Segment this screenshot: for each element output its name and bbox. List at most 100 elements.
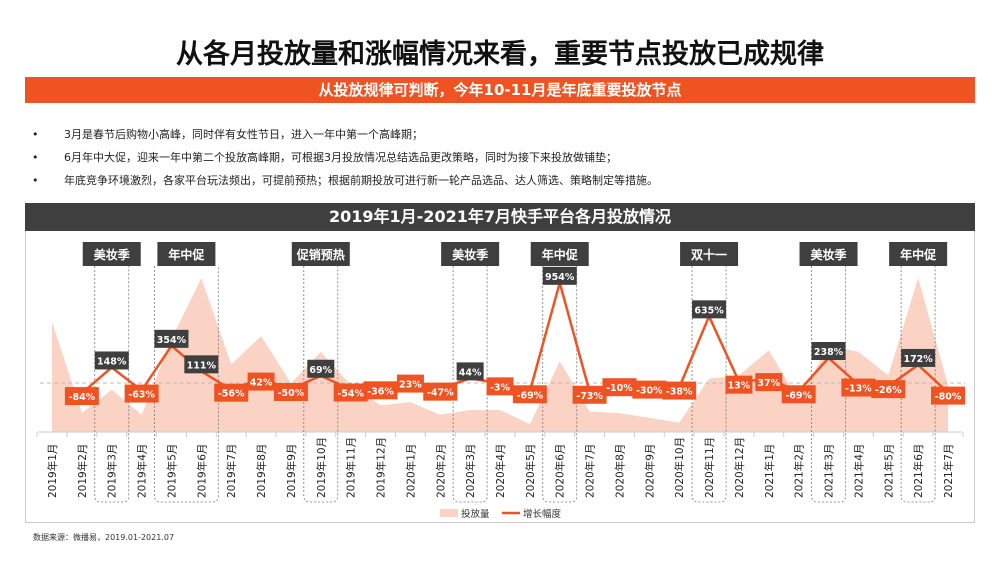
x-tick-label: 2021年7月 <box>942 444 955 498</box>
annotation-label: 年中促 <box>542 247 579 262</box>
data-label-box <box>307 359 335 378</box>
data-label: -50% <box>278 388 305 399</box>
legend-label: 增长幅度 <box>523 508 562 520</box>
bullet-text: 3月是春节后购物小高峰，同时伴有女性节日，进入一年中第一个高峰期； <box>64 128 423 141</box>
x-tick-label: 2021年3月 <box>823 444 836 498</box>
data-source: 数据来源：微播易，2019.01-2021.07 <box>33 533 175 542</box>
bullet-icon: • <box>32 174 39 187</box>
data-label: 69% <box>309 365 332 376</box>
annotation-bracket <box>154 266 219 503</box>
data-label-box <box>363 381 398 400</box>
data-label-box <box>396 374 424 393</box>
data-label-box <box>811 342 846 361</box>
x-tick-label: 2019年3月 <box>106 444 119 498</box>
data-label: 23% <box>399 380 422 391</box>
annotation-label: 美妆季 <box>452 247 489 262</box>
annotation-label: 促销预热 <box>296 247 345 262</box>
x-tick-label: 2020年5月 <box>524 444 537 498</box>
x-tick-label: 2020年2月 <box>434 444 447 498</box>
data-label-box <box>781 385 816 404</box>
bullet-text: 6月年中大促，迎来一年中第二个投放高峰期，可根据3月投放情况总结选品更改策略，同… <box>64 151 617 164</box>
data-label-box <box>512 385 547 404</box>
data-label: -13% <box>845 384 872 395</box>
data-label-box <box>542 266 577 285</box>
data-label: 354% <box>157 335 187 346</box>
data-label-box <box>755 373 783 392</box>
data-label: -73% <box>576 391 603 402</box>
x-tick-label: 2021年4月 <box>852 444 865 498</box>
x-tick-label: 2020年3月 <box>464 444 477 498</box>
x-tick-label: 2021年6月 <box>912 444 925 498</box>
data-label: 238% <box>814 347 844 358</box>
data-label: 172% <box>903 354 933 365</box>
annotation-bracket <box>542 266 578 503</box>
annotation-label: 年中促 <box>168 247 205 262</box>
data-label-box <box>64 387 99 406</box>
chart-title: 2019年1月-2021年7月快手平台各月投放情况 <box>25 203 975 231</box>
data-label: 111% <box>187 360 217 371</box>
data-label-box <box>486 377 514 396</box>
data-label-box <box>572 385 607 404</box>
x-tick-label: 2020年12月 <box>733 437 746 498</box>
x-tick-label: 2021年1月 <box>763 444 776 498</box>
data-label-box <box>692 300 727 319</box>
x-tick-label: 2019年2月 <box>76 444 89 498</box>
data-label-box <box>333 383 368 402</box>
annotation-box <box>680 242 739 266</box>
x-tick-label: 2019年9月 <box>285 444 298 498</box>
data-label: 954% <box>545 272 575 283</box>
data-label-box <box>124 384 159 403</box>
data-label: 42% <box>250 378 273 389</box>
page-title: 从各月投放量和涨幅情况来看，重要节点投放已成规律 <box>176 39 824 70</box>
subtitle-banner: 从投放规律可判断，今年10-11月是年底重要投放节点 <box>25 77 975 103</box>
data-label: -10% <box>606 383 633 394</box>
bullet-list: • 3月是春节后购物小高峰，同时伴有女性节日，进入一年中第一个高峰期； • 6月年中… <box>32 127 658 196</box>
x-tick-label: 2019年10月 <box>315 437 328 498</box>
x-tick-label: 2019年12月 <box>375 437 388 498</box>
data-label-box <box>456 362 484 381</box>
data-label: -69% <box>517 390 544 401</box>
data-label: 635% <box>694 305 724 316</box>
data-label: -38% <box>666 387 693 398</box>
annotation-label: 年中促 <box>900 247 937 262</box>
x-tick-label: 2019年4月 <box>136 444 149 498</box>
x-tick-label: 2020年10月 <box>673 437 686 498</box>
data-label: -54% <box>337 388 364 399</box>
x-tick-label: 2020年8月 <box>613 444 626 498</box>
data-label: -56% <box>218 389 245 400</box>
bullet-item: • 3月是春节后购物小高峰，同时伴有女性节日，进入一年中第一个高峰期； <box>32 127 658 150</box>
data-label-box <box>931 386 965 405</box>
data-label-box <box>214 383 249 402</box>
bullet-item: • 6月年中大促，迎来一年中第二个投放高峰期，可根据3月投放情况总结选品更改策略，… <box>32 150 658 173</box>
x-tick-label: 2020年4月 <box>494 444 507 498</box>
x-tick-label: 2020年6月 <box>554 444 567 498</box>
data-label: -3% <box>490 382 511 393</box>
annotation-box <box>157 242 216 266</box>
annotation-bracket <box>811 266 846 503</box>
data-label-box <box>632 380 667 399</box>
data-label-box <box>725 375 753 394</box>
x-tick-label: 2021年5月 <box>882 444 895 498</box>
data-label: -47% <box>427 388 454 399</box>
data-label-box <box>841 378 876 397</box>
data-label-box <box>154 329 189 348</box>
data-label: -36% <box>367 386 394 397</box>
x-tick-label: 2019年11月 <box>345 437 358 498</box>
annotation-box <box>441 242 500 266</box>
data-label-box <box>423 382 458 401</box>
data-label: -80% <box>935 392 962 403</box>
legend-label: 投放量 <box>461 508 490 520</box>
x-tick-label: 2019年7月 <box>225 444 238 498</box>
data-label: 13% <box>728 381 751 392</box>
data-label: 148% <box>97 356 127 367</box>
x-tick-label: 2021年2月 <box>793 444 806 498</box>
annotation-box <box>799 242 858 266</box>
data-label-box <box>94 351 129 370</box>
bullet-icon: • <box>32 128 39 141</box>
annotation-bracket <box>94 266 130 503</box>
data-label: 44% <box>459 367 482 378</box>
annotation-box <box>889 242 948 266</box>
bullet-item: • 年底竞争环境激烈，各家平台玩法频出，可提前预热；根据前期投放可进行新一轮产品选… <box>32 173 658 196</box>
data-label: -63% <box>128 390 155 401</box>
